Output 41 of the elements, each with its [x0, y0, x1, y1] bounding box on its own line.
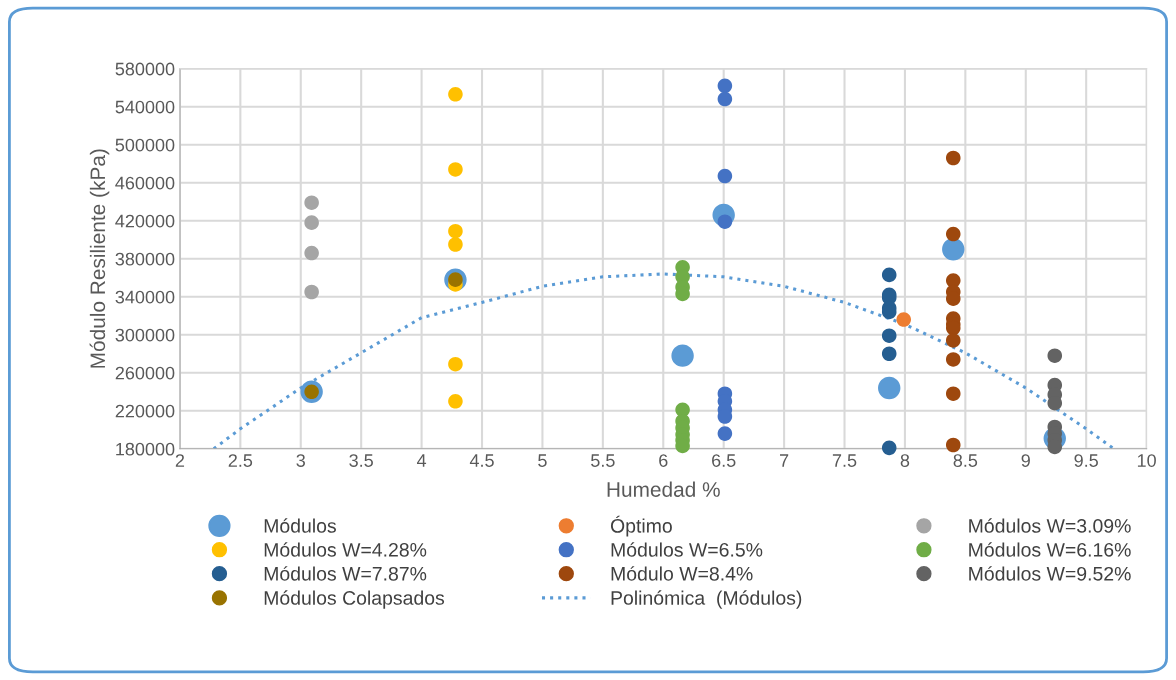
legend-label: Módulos W=6.5%: [611, 542, 763, 557]
legend-label: Polinómica (Módulos): [611, 590, 802, 609]
x-tick-label: 6.5: [712, 454, 736, 467]
y-tick-label: 420000: [115, 214, 175, 228]
x-axis-title: Humedad %: [607, 481, 720, 497]
legend-label: Óptimo: [610, 515, 672, 537]
y-tick-label: 340000: [115, 290, 175, 304]
y-axis-title: Módulo Resiliente (kPa): [89, 149, 110, 368]
y-tick-label: 300000: [115, 328, 175, 342]
x-tick-label: 5.5: [591, 454, 615, 467]
x-tick-label: 2: [175, 454, 185, 467]
x-tick-label: 7: [780, 454, 789, 467]
y-tick-label: 220000: [115, 404, 175, 418]
x-tick-label: 9: [1021, 454, 1030, 467]
y-tick-label: 460000: [115, 176, 175, 190]
y-tick-label: 380000: [115, 252, 175, 266]
x-tick-label: 8.5: [953, 454, 978, 467]
legend-label: Módulos W=9.52%: [969, 566, 1131, 581]
x-tick-label: 8: [900, 454, 910, 467]
y-tick-label: 540000: [115, 100, 175, 114]
x-tick-label: 9.5: [1074, 454, 1098, 467]
y-tick-label: 580000: [115, 62, 175, 76]
x-tick-label: 4: [416, 454, 427, 467]
legend-label: Módulos: [264, 518, 336, 533]
y-tick-label: 260000: [115, 366, 175, 380]
x-tick-label: 3.5: [349, 454, 373, 467]
y-tick-label: 500000: [115, 138, 175, 152]
y-tick-label: 180000: [116, 442, 175, 456]
legend-label: Módulo W=8.4%: [611, 566, 753, 581]
x-tick-label: 4.5: [469, 454, 494, 467]
legend-label: Módulos W=6.16%: [969, 542, 1131, 557]
x-tick-label: 2.5: [228, 454, 253, 467]
legend-label: Módulos W=7.87%: [264, 566, 427, 581]
x-tick-label: 3: [296, 454, 305, 467]
legend-label: Módulos W=4.28%: [264, 542, 427, 557]
legend-label: Módulos W=3.09%: [969, 518, 1131, 533]
x-tick-label: 6: [659, 454, 668, 467]
x-tick-label: 7.5: [832, 454, 857, 467]
x-tick-label: 10: [1137, 454, 1156, 467]
x-tick-label: 5: [538, 454, 547, 467]
legend-label: Módulos Colapsados: [264, 590, 445, 609]
